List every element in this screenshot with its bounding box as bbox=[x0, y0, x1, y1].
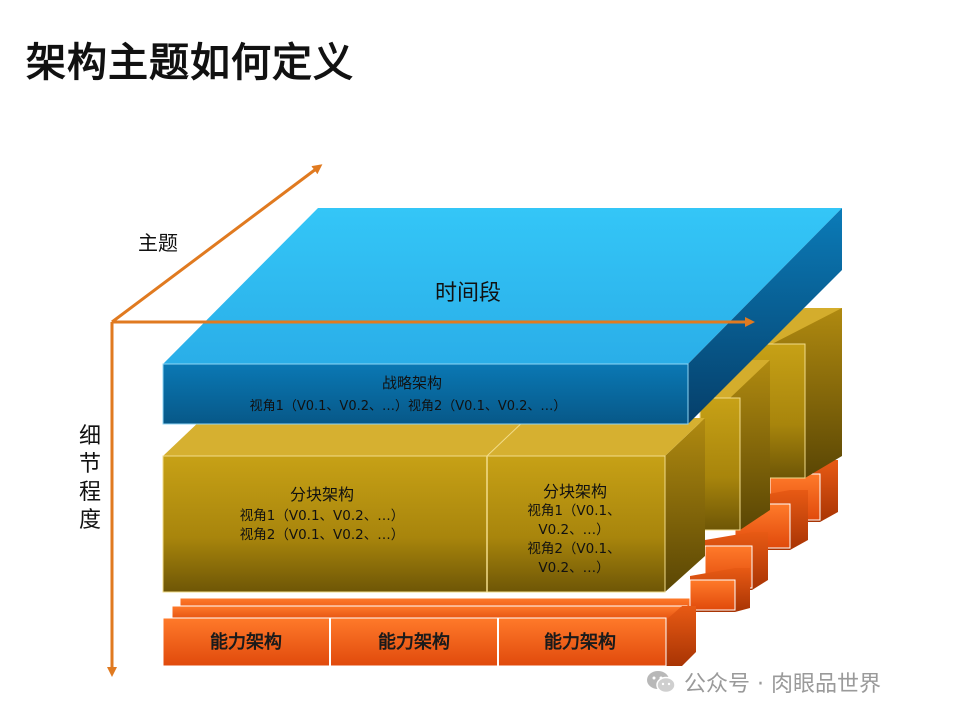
capability-label-1: 能力架构 bbox=[210, 631, 282, 653]
time-axis-label: 时间段 bbox=[435, 281, 501, 306]
strategy-title: 战略架构 bbox=[382, 374, 442, 392]
strategy-slab bbox=[162, 208, 842, 425]
theme-axis-label: 主题 bbox=[138, 231, 178, 255]
segment-right-view-line: V0.2、…） bbox=[538, 522, 609, 538]
segment-left-views: 视角1（V0.1、V0.2、…） 视角2（V0.1、V0.2、…） bbox=[240, 508, 405, 543]
wechat-icon bbox=[647, 671, 676, 694]
segment-back-blocks bbox=[699, 308, 842, 531]
axes bbox=[107, 164, 755, 677]
segment-right-views: 视角1（V0.1、 V0.2、…） 视角2（V0.1、 V0.2、…） bbox=[527, 503, 620, 576]
capability-label-3: 能力架构 bbox=[544, 631, 616, 653]
footer-watermark: 公众号 · 肉眼品世界 bbox=[646, 666, 881, 698]
detail-axis-label-char: 度 bbox=[79, 508, 101, 533]
segment-right-title: 分块架构 bbox=[543, 482, 607, 501]
segment-blocks bbox=[162, 417, 705, 593]
segment-left-title: 分块架构 bbox=[290, 485, 354, 504]
footer-text: 公众号 · 肉眼品世界 bbox=[684, 672, 881, 697]
segment-right-view-line: 视角2（V0.1、 bbox=[527, 541, 620, 557]
capability-row: 能力架构 能力架构 能力架构 bbox=[162, 606, 696, 667]
strategy-views: 视角1（V0.1、V0.2、…）视角2（V0.1、V0.2、…） bbox=[250, 399, 567, 414]
segment-right-view-line: V0.2、…） bbox=[538, 560, 609, 576]
segment-left-view-line: 视角1（V0.1、V0.2、…） bbox=[240, 508, 405, 524]
detail-axis-label-char: 节 bbox=[79, 452, 101, 477]
page-title: 架构主题如何定义 bbox=[26, 40, 354, 86]
capability-label-2: 能力架构 bbox=[378, 631, 450, 653]
detail-axis-label-char: 细 bbox=[79, 424, 101, 449]
detail-axis-label-char: 程 bbox=[79, 480, 101, 505]
segment-right-view-line: 视角1（V0.1、 bbox=[527, 503, 620, 519]
segment-left-view-line: 视角2（V0.1、V0.2、…） bbox=[240, 527, 405, 543]
theme-axis bbox=[111, 164, 323, 324]
